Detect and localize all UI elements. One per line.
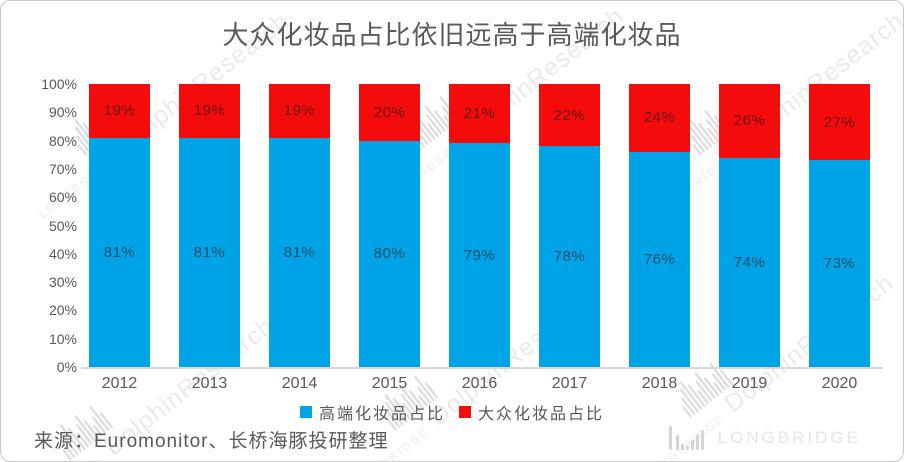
y-tick-label: 80% [48,132,77,149]
bar-segment-premium: 81% [179,137,240,367]
bar-data-label: 21% [463,105,496,123]
x-axis-line [81,367,883,369]
bar-data-label: 78% [553,248,586,266]
bar-segment-mass: 27% [809,84,870,161]
x-tick-label: 2019 [731,375,768,392]
legend-label: 高端化妆品占比 [318,406,445,423]
bar-data-label: 81% [193,243,226,261]
legend-item: 高端化妆品占比 [299,400,445,424]
bar-data-label: 81% [283,243,316,261]
longbridge-logo: LONGBRIDGE [669,426,861,450]
bar-data-label: 79% [463,246,496,264]
bar-segment-mass: 26% [719,84,780,158]
bar-data-label: 19% [193,102,226,120]
bar-segment-mass: 19% [269,84,330,138]
y-tick-label: 70% [48,160,77,177]
longbridge-bars-icon [669,426,709,450]
bar-segment-premium: 79% [449,143,510,367]
bar-segment-mass: 22% [539,84,600,147]
x-tick-label: 2018 [641,375,678,392]
bar-segment-mass: 19% [179,84,240,138]
watermark-brand: LONGBRIDGE [22,455,107,461]
legend-label: 大众化妆品占比 [478,406,605,423]
bar-data-label: 81% [103,243,136,261]
y-tick-label: 0% [56,359,77,375]
y-tick-label: 100% [41,76,77,92]
y-tick-label: 10% [48,330,77,347]
x-tick-label: 2020 [821,375,858,392]
legend-swatch [459,406,471,418]
bar-data-label: 76% [643,250,676,268]
bar-segment-mass: 21% [449,84,510,144]
y-tick-label: 30% [48,274,77,291]
bar-data-label: 24% [643,109,676,127]
x-tick-label: 2017 [551,375,588,392]
bar-segment-premium: 78% [539,146,600,367]
bar-segment-premium: 76% [629,151,690,367]
bar-data-label: 19% [283,102,316,120]
y-tick-label: 40% [48,245,77,262]
plot-area: 81% 19% 81% 19% 81% 19% 80% 20% 79% 21% 78% 22% 76% 2… [81,84,883,369]
y-tick-label: 90% [48,104,77,121]
x-tick-label: 2015 [371,375,408,392]
bar-segment-premium: 73% [809,160,870,367]
longbridge-logo-text: LONGBRIDGE [717,428,861,447]
bar-data-label: 26% [733,112,766,130]
bar-data-label: 80% [373,245,406,263]
y-tick-label: 50% [48,217,77,234]
bar-segment-premium: 74% [719,157,780,367]
bar-data-label: 22% [553,106,586,124]
bar-data-label: 19% [103,102,136,120]
legend: 高端化妆品占比 大众化妆品占比 [1,400,903,424]
x-tick-label: 2012 [101,375,138,392]
legend-item: 大众化妆品占比 [459,400,604,424]
bar-data-label: 74% [733,253,766,271]
bar-segment-mass: 19% [89,84,150,138]
x-tick-label: 2016 [461,375,498,392]
source-note: 来源：Euromonitor、长桥海豚投研整理 [34,431,389,452]
y-tick-label: 60% [48,189,77,206]
x-tick-label: 2014 [281,375,318,392]
bar-data-label: 27% [823,113,856,131]
bar-segment-premium: 80% [359,140,420,367]
y-tick-label: 20% [48,302,77,319]
legend-swatch [299,406,312,418]
chart-title: 大众化妆品占比依旧远高于高端化妆品 [222,20,682,50]
bar-data-label: 20% [373,103,406,121]
bar-segment-mass: 24% [629,84,690,152]
bar-segment-premium: 81% [269,137,330,367]
bar-segment-mass: 20% [359,84,420,141]
bar-data-label: 73% [823,255,856,273]
bar-segment-premium: 81% [89,137,150,367]
x-tick-label: 2013 [191,375,228,392]
